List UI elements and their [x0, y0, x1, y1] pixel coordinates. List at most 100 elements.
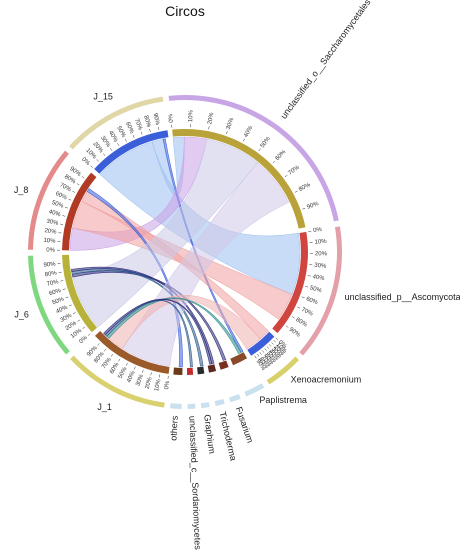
tick-mark — [68, 198, 72, 201]
tick-label: 80% — [63, 174, 77, 186]
tick-mark — [133, 366, 136, 370]
tick-mark — [149, 128, 151, 132]
tick-label: 40% — [107, 130, 119, 144]
tick-mark — [305, 286, 309, 288]
sector-arc-fusarium — [218, 360, 229, 370]
tick-label: 0% — [168, 113, 175, 123]
tick-label: 20% — [315, 251, 328, 257]
tick-label: 30% — [314, 263, 327, 270]
tick-label: 50% — [51, 200, 65, 210]
tick-label: 10% — [154, 378, 162, 392]
tick-label: 0% — [46, 248, 55, 254]
sector-arc-graphium — [197, 366, 205, 375]
tick-mark — [291, 316, 295, 319]
tick-mark — [254, 355, 257, 359]
sector-band-j-15 — [69, 96, 164, 150]
tick-mark — [68, 304, 72, 307]
tick-mark — [142, 369, 144, 373]
tick-mark — [103, 348, 107, 352]
sector-label-unclassified-c-sordariomycetes: unclassified_c__Sordariomycetes — [187, 416, 203, 550]
tick-mark — [284, 174, 288, 178]
sector-arc-xenoacremonium — [247, 331, 275, 356]
tick-label: 50% — [52, 296, 66, 306]
tick-label: 40% — [312, 274, 326, 282]
sector-arc-unclassified-o-saccharomycetales — [172, 129, 306, 229]
tick-label: 60% — [54, 191, 68, 202]
tick-mark — [124, 138, 127, 142]
tick-mark — [65, 206, 69, 209]
chord-j-6-trichoderma — [70, 266, 215, 365]
sector-label-unclassified-p-ascomycota: unclassified_p__Ascomycota — [345, 292, 460, 302]
tick-label: 70% — [287, 164, 301, 176]
sector-label-fusarium: Fusarium — [234, 405, 256, 444]
tick-label: 30% — [46, 219, 60, 228]
tick-mark — [72, 312, 76, 315]
tick-mark — [275, 337, 279, 341]
tick-mark — [150, 372, 152, 376]
sector-band-fusarium — [229, 394, 241, 403]
tick-label: 80% — [298, 182, 312, 193]
sector-label-unclassified-o-saccharomycetales: unclassified_o__Saccharomycetales — [278, 0, 372, 121]
tick-label: 20% — [145, 376, 154, 390]
tick-mark — [110, 353, 114, 357]
sector-band-unclassified-c-sordariomycetes — [187, 403, 196, 409]
tick-label: 50% — [260, 135, 272, 149]
sector-arc-unclassified-p-ascomycota — [272, 231, 309, 334]
tick-label: 90% — [152, 113, 161, 127]
tick-label: 80% — [294, 317, 308, 329]
tick-mark — [72, 190, 76, 193]
sector-arc-j-15 — [94, 130, 169, 174]
tick-label: 20% — [44, 228, 57, 236]
sector-label-graphium: Graphium — [202, 414, 217, 454]
tick-mark — [307, 275, 311, 277]
tick-label: 30% — [60, 312, 74, 323]
tick-label: 80% — [44, 270, 57, 278]
tick-mark — [125, 362, 128, 366]
tick-mark — [294, 190, 298, 193]
tick-mark — [109, 147, 113, 151]
tick-label: 10% — [314, 239, 327, 246]
tick-mark — [65, 296, 69, 299]
sector-label-xenoacremonium: Xenoacremonium — [291, 374, 362, 384]
tick-mark — [76, 183, 80, 186]
tick-label: 70% — [58, 182, 72, 193]
sector-band-j-8 — [28, 150, 69, 250]
tick-label: 10% — [43, 238, 56, 245]
tick-label: 60% — [275, 149, 288, 162]
tick-mark — [62, 288, 66, 290]
tick-mark — [273, 339, 276, 343]
tick-mark — [87, 333, 91, 336]
tick-mark — [264, 348, 267, 351]
sector-band-j-6 — [28, 255, 70, 355]
tick-label: 0% — [164, 380, 171, 390]
tick-label: 30% — [135, 373, 145, 387]
sector-arc-unclassified-c-sordariomycetes — [186, 367, 194, 375]
tick-mark — [257, 353, 260, 357]
tick-label: 20% — [64, 320, 78, 332]
sector-arc-j-6 — [62, 254, 98, 333]
tick-label: 60% — [109, 361, 121, 375]
tick-label: 40% — [126, 370, 137, 384]
tick-mark — [140, 131, 143, 135]
sector-arc-others — [173, 367, 183, 375]
tick-mark — [242, 138, 245, 142]
tick-mark — [82, 326, 86, 329]
tick-label: 0% — [313, 227, 323, 234]
tick-mark — [60, 223, 64, 225]
tick-mark — [60, 280, 64, 282]
tick-mark — [90, 165, 93, 168]
tick-mark — [62, 215, 66, 217]
tick-label: 60% — [305, 296, 319, 306]
sector-label-paplistrema: Paplistrema — [259, 395, 307, 405]
sector-label-j-8: J_8 — [14, 185, 29, 195]
tick-mark — [96, 159, 99, 162]
tick-mark — [97, 343, 100, 346]
tick-label: 70% — [46, 279, 60, 288]
sector-arc-trichoderma — [207, 364, 217, 373]
chord-j-1-trichoderma — [103, 298, 213, 365]
tick-label: 60% — [49, 288, 63, 297]
tick-label: 90% — [288, 327, 302, 339]
sector-label-others: others — [168, 415, 179, 441]
tick-label: 0% — [80, 157, 91, 168]
